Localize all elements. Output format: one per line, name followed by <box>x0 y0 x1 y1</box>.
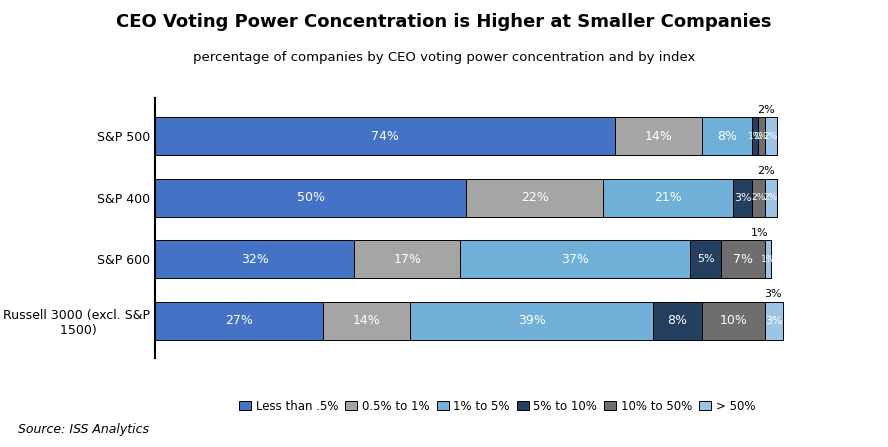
Text: 8%: 8% <box>718 130 737 143</box>
Text: 3%: 3% <box>765 316 782 326</box>
Bar <box>466 179 603 217</box>
Bar <box>155 240 354 278</box>
Bar <box>653 302 702 340</box>
Bar <box>460 240 690 278</box>
Text: 8%: 8% <box>668 314 687 327</box>
Bar <box>758 118 765 156</box>
Text: 27%: 27% <box>226 314 253 327</box>
Text: 74%: 74% <box>371 130 400 143</box>
Text: 10%: 10% <box>719 314 748 327</box>
Text: 5%: 5% <box>697 254 714 264</box>
Text: 21%: 21% <box>654 191 682 204</box>
Text: 1%: 1% <box>751 228 769 238</box>
Text: 2%: 2% <box>764 132 778 141</box>
Bar <box>155 118 615 156</box>
Text: 14%: 14% <box>353 314 381 327</box>
Bar <box>702 118 752 156</box>
Bar <box>690 240 721 278</box>
Text: 3%: 3% <box>734 193 751 203</box>
Text: 1%: 1% <box>760 255 775 264</box>
Text: percentage of companies by CEO voting power concentration and by index: percentage of companies by CEO voting po… <box>193 51 695 64</box>
Text: 39%: 39% <box>518 314 545 327</box>
Text: 3%: 3% <box>764 289 781 299</box>
Text: 32%: 32% <box>241 253 269 266</box>
Bar <box>721 240 765 278</box>
Bar <box>615 118 702 156</box>
Legend: Less than .5%, 0.5% to 1%, 1% to 5%, 5% to 10%, 10% to 50%, > 50%: Less than .5%, 0.5% to 1%, 1% to 5%, 5% … <box>237 397 757 415</box>
Text: 50%: 50% <box>297 191 325 204</box>
Text: 2%: 2% <box>764 194 778 202</box>
Text: 2%: 2% <box>757 105 775 115</box>
Text: 7%: 7% <box>733 253 753 266</box>
Bar <box>765 179 777 217</box>
Bar <box>733 179 752 217</box>
Text: 2%: 2% <box>757 166 775 177</box>
Bar <box>765 118 777 156</box>
Text: 14%: 14% <box>645 130 673 143</box>
Bar <box>155 302 323 340</box>
Text: 37%: 37% <box>561 253 589 266</box>
Text: 1%: 1% <box>748 132 763 141</box>
Bar <box>765 302 783 340</box>
Bar <box>354 240 460 278</box>
Bar <box>323 302 410 340</box>
Text: 1%: 1% <box>754 132 769 141</box>
Text: 17%: 17% <box>393 253 421 266</box>
Bar <box>702 302 765 340</box>
Text: 22%: 22% <box>520 191 549 204</box>
Text: CEO Voting Power Concentration is Higher at Smaller Companies: CEO Voting Power Concentration is Higher… <box>116 13 772 31</box>
Bar <box>752 118 758 156</box>
Bar <box>752 179 765 217</box>
Bar <box>155 179 466 217</box>
Bar <box>765 240 771 278</box>
Text: 2%: 2% <box>751 194 765 202</box>
Text: Source: ISS Analytics: Source: ISS Analytics <box>18 423 149 436</box>
Bar <box>410 302 653 340</box>
Bar <box>603 179 733 217</box>
